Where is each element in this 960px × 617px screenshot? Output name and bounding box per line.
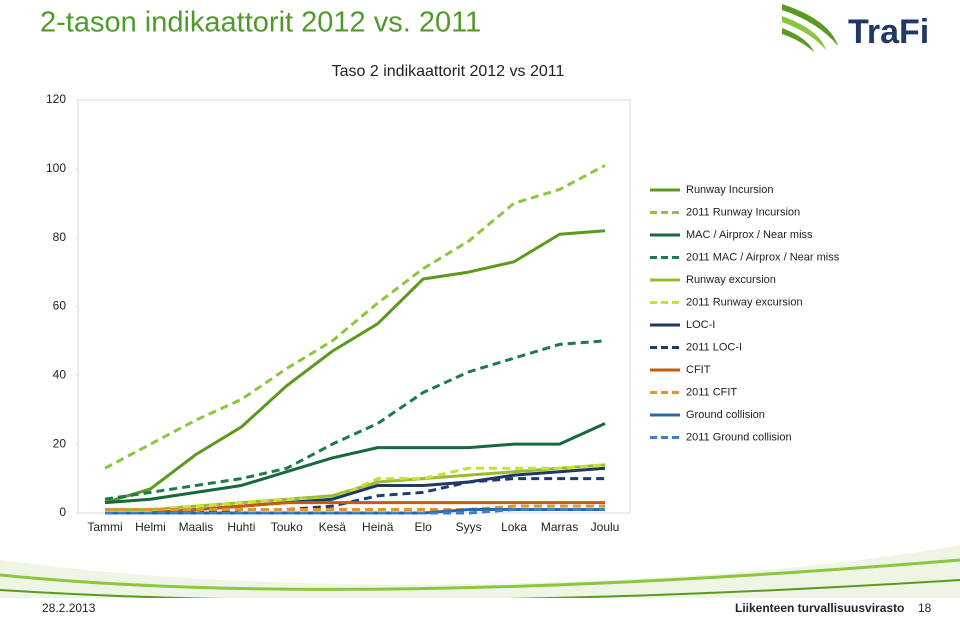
logo-text: TraFi xyxy=(848,13,929,51)
y-tick-label: 80 xyxy=(53,230,67,244)
series-line xyxy=(104,339,606,501)
x-tick-label: Loka xyxy=(501,520,527,534)
footer-org: Liikenteen turvallisuusvirasto xyxy=(735,601,904,615)
x-tick-label: Marras xyxy=(541,520,578,534)
x-tick-label: Tammi xyxy=(87,520,122,534)
x-tick-label: Heinä xyxy=(362,520,394,534)
page-number: 18 xyxy=(918,601,932,615)
series-line xyxy=(105,508,605,515)
legend-label: 2011 Runway Incursion xyxy=(686,206,800,218)
legend-label: 2011 MAC / Airprox / Near miss xyxy=(686,251,840,263)
legend-label: LOC-I xyxy=(686,319,715,331)
series-line xyxy=(105,504,605,512)
x-tick-label: Elo xyxy=(415,520,433,534)
y-tick-label: 20 xyxy=(53,436,67,450)
y-tick-label: 120 xyxy=(46,92,66,106)
y-tick-label: 60 xyxy=(53,299,67,313)
series-line xyxy=(105,463,606,512)
x-tick-label: Syys xyxy=(456,520,482,534)
legend-label: CFIT xyxy=(686,364,711,376)
legend-label: 2011 Ground collision xyxy=(686,431,792,443)
x-tick-label: Maalis xyxy=(179,520,214,534)
slide-title: 2-tason indikaattorit 2012 vs. 2011 xyxy=(40,7,481,39)
series-line xyxy=(104,164,606,470)
x-tick-label: Helmi xyxy=(135,520,166,534)
x-tick-label: Kesä xyxy=(319,520,347,534)
series-line xyxy=(104,229,606,505)
chart-title: Taso 2 indikaattorit 2012 vs 2011 xyxy=(332,63,565,80)
legend-label: Runway Incursion xyxy=(686,184,773,196)
y-tick-label: 0 xyxy=(59,505,66,519)
footer-bg xyxy=(0,598,960,617)
decor xyxy=(0,558,960,591)
x-tick-label: Touko xyxy=(271,520,303,534)
y-tick-label: 40 xyxy=(53,368,67,382)
plot-frame xyxy=(77,99,631,514)
legend-label: MAC / Airprox / Near miss xyxy=(686,229,813,241)
legend-label: 2011 Runway excursion xyxy=(686,296,803,308)
legend-label: 2011 LOC-I xyxy=(686,341,742,353)
x-tick-label: Huhti xyxy=(227,520,255,534)
legend-label: Runway excursion xyxy=(686,274,776,286)
series-line xyxy=(104,422,606,505)
logo: TraFi xyxy=(782,4,929,52)
y-tick-label: 100 xyxy=(46,161,66,175)
legend-label: Ground collision xyxy=(686,409,765,421)
footer-date: 28.2.2013 xyxy=(42,601,96,615)
x-tick-label: Joulu xyxy=(591,520,620,534)
legend-label: 2011 CFIT xyxy=(686,386,737,398)
